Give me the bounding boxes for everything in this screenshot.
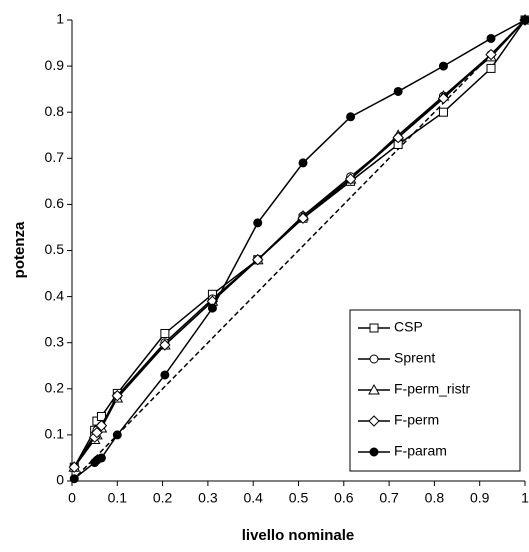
y-tick-label: 0.8 <box>45 103 65 119</box>
marker <box>369 354 379 364</box>
legend-label: Sprent <box>394 350 435 366</box>
marker <box>160 328 170 338</box>
marker <box>392 131 404 144</box>
x-tick-label: 0.6 <box>334 490 354 506</box>
marker <box>485 48 497 61</box>
marker <box>437 92 450 105</box>
y-tick-label: 1 <box>56 11 64 27</box>
marker <box>369 323 379 333</box>
legend-label: CSP <box>394 319 423 335</box>
marker <box>486 63 496 73</box>
x-tick-label: 0.7 <box>379 490 399 506</box>
y-tick-label: 0 <box>56 472 64 488</box>
y-tick-label: 0.7 <box>45 149 65 165</box>
marker <box>159 339 171 351</box>
marker <box>252 254 264 266</box>
marker <box>368 415 380 427</box>
marker <box>438 107 448 117</box>
x-tick-label: 0.5 <box>289 490 309 506</box>
legend-label: F-param <box>394 443 447 459</box>
y-tick-label: 0.2 <box>45 380 65 396</box>
marker <box>69 474 79 484</box>
x-tick-label: 0.4 <box>243 490 263 506</box>
x-tick-label: 0.8 <box>425 490 445 506</box>
x-tick-label: 0.1 <box>108 490 128 506</box>
marker <box>91 426 103 439</box>
marker <box>346 112 356 122</box>
x-tick-label: 0.3 <box>198 490 218 506</box>
marker <box>393 86 403 96</box>
marker <box>95 419 108 432</box>
marker <box>438 61 448 71</box>
marker <box>298 158 308 168</box>
y-tick-label: 0.3 <box>45 333 65 349</box>
marker <box>520 15 529 25</box>
legend-label: F-perm <box>394 412 439 428</box>
x-tick-label: 1 <box>521 490 529 506</box>
y-tick-label: 0.9 <box>45 57 65 73</box>
marker <box>486 33 496 43</box>
legend: CSP Sprent F-perm_ristr F-perm F-param <box>349 309 521 472</box>
x-tick-label: 0 <box>68 490 76 506</box>
marker <box>207 303 217 313</box>
y-tick-label: 0.4 <box>45 287 65 303</box>
marker <box>253 218 263 228</box>
y-tick-label: 0.5 <box>45 241 65 257</box>
x-axis-label: livello nominale <box>242 527 355 544</box>
x-tick-label: 0.2 <box>153 490 173 506</box>
marker <box>297 212 309 224</box>
y-tick-label: 0.6 <box>45 195 65 211</box>
marker <box>112 430 122 440</box>
legend-label: F-perm_ristr <box>394 381 471 397</box>
marker <box>369 447 379 457</box>
marker <box>160 370 170 380</box>
x-tick-label: 0.9 <box>470 490 490 506</box>
y-axis-label: potenza <box>11 221 28 278</box>
reference-line <box>71 19 526 482</box>
marker <box>68 461 80 473</box>
marker <box>96 453 106 463</box>
marker <box>111 390 124 402</box>
marker <box>368 383 380 395</box>
y-tick-label: 0.1 <box>45 426 65 442</box>
marker <box>344 173 357 185</box>
